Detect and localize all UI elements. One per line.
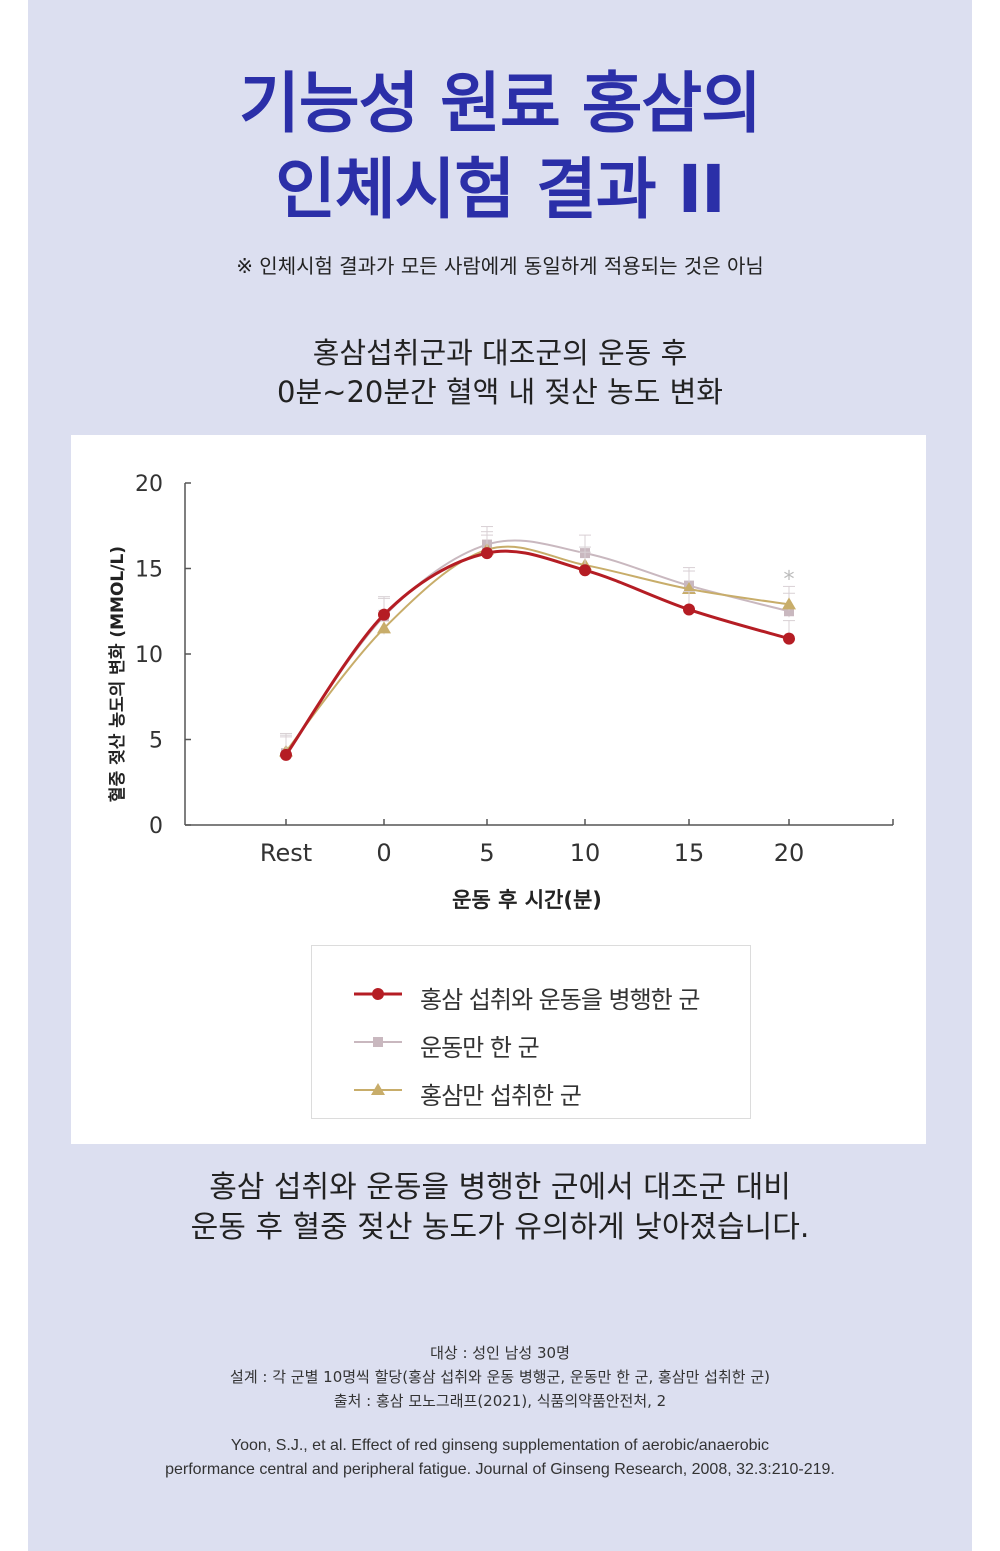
series-line-square <box>285 539 790 754</box>
y-tick-label: 0 <box>149 814 163 839</box>
conclusion-line1: 홍삼 섭취와 운동을 병행한 군에서 대조군 대비 <box>209 1170 791 1205</box>
y-tick-label: 5 <box>149 729 163 754</box>
x-tick-label: 0 <box>376 839 391 867</box>
legend-item-gray: 운동만 한 군 <box>312 1022 750 1062</box>
x-axis-label: 운동 후 시간(분) <box>452 888 602 912</box>
chart-legend: 홍삼 섭취와 운동을 병행한 군 운동만 한 군 홍삼만 섭취한 군 <box>311 945 751 1119</box>
legend-item-red: 홍삼 섭취와 운동을 병행한 군 <box>312 974 750 1014</box>
data-point-circle <box>280 748 292 761</box>
x-tick-label: Rest <box>260 839 312 867</box>
legend-square-icon <box>354 1037 402 1047</box>
y-tick-label: 15 <box>135 558 163 583</box>
data-point-circle <box>783 632 795 645</box>
data-point-circle <box>579 564 591 577</box>
line-chart: 0 5 10 15 20 Rest 0 5 10 15 20 운동 후 시간(분) 혈중 젖산 농도의 … <box>107 472 894 912</box>
y-tick-label: 20 <box>135 472 163 497</box>
disclaimer-text: ※ 인체시험 결과가 모든 사람에게 동일하게 적용되는 것은 아님 <box>236 254 764 278</box>
data-point-triangle <box>377 621 391 634</box>
x-tick-label: 15 <box>674 839 705 867</box>
data-point-circle <box>481 547 493 560</box>
data-point-circle <box>683 603 695 616</box>
data-point-triangle <box>782 597 796 610</box>
footer-design: 설계 : 각 군별 10명씩 할당(홍삼 섭취와 운동 병행군, 운동만 한 군… <box>230 1368 770 1386</box>
y-tick-label: 10 <box>135 643 163 668</box>
y-axis-label: 혈중 젖산 농도의 변화 (MMOL/L) <box>107 546 128 802</box>
legend-label: 홍삼만 섭취한 군 <box>420 1082 582 1110</box>
data-point-circle <box>378 608 390 621</box>
footer-source: 출처 : 홍삼 모노그래프(2021), 식품의약품안전처, 2 <box>333 1392 667 1410</box>
legend-circle-icon <box>354 988 402 1000</box>
legend-triangle-icon <box>354 1083 402 1095</box>
chart-subtitle-line2: 0분~20분간 혈액 내 젖산 농도 변화 <box>277 375 723 409</box>
page-title-line2: 인체시험 결과 II <box>275 151 725 228</box>
legend-label: 홍삼 섭취와 운동을 병행한 군 <box>420 986 700 1014</box>
page-title-line1: 기능성 원료 홍삼의 <box>239 65 762 142</box>
series-line-triangle <box>285 545 790 753</box>
data-point-square <box>784 606 794 617</box>
x-tick-label: 10 <box>570 839 601 867</box>
chart-subtitle-line1: 홍삼섭취군과 대조군의 운동 후 <box>312 336 688 370</box>
legend-item-gold: 홍삼만 섭취한 군 <box>312 1070 750 1110</box>
footer-subject: 대상 : 성인 남성 30명 <box>430 1344 570 1362</box>
footer-reference-line2: performance central and peripheral fatig… <box>165 1461 835 1478</box>
footer-reference-line1: Yoon, S.J., et al. Effect of red ginseng… <box>230 1437 770 1454</box>
chart-container: 0 5 10 15 20 Rest 0 5 10 15 20 운동 후 시간(분) 혈중 젖산 농도의 … <box>71 435 926 1144</box>
x-tick-label: 5 <box>479 839 494 867</box>
data-point-triangle <box>682 582 696 595</box>
conclusion-line2: 운동 후 혈중 젖산 농도가 유의하게 낮아졌습니다. <box>190 1210 810 1245</box>
x-tick-label: 20 <box>774 839 805 867</box>
significance-marker: * <box>784 567 795 592</box>
legend-label: 운동만 한 군 <box>420 1034 540 1062</box>
